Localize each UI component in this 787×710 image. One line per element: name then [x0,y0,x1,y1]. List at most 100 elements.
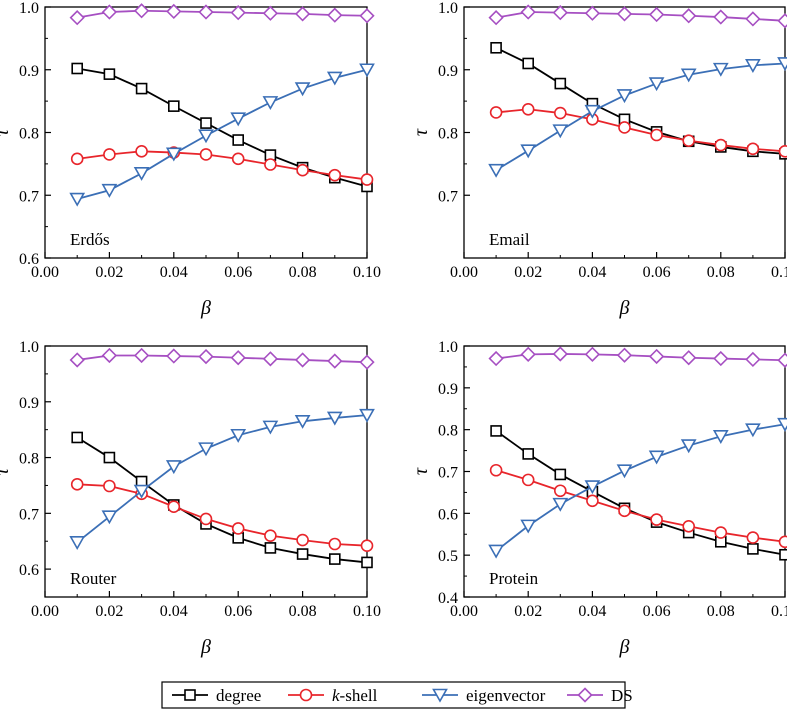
data-point-ds [616,6,633,22]
data-point-kshell [682,520,696,533]
x-tick-label: 0.02 [95,264,123,281]
data-point-degree [554,468,567,481]
data-point-kshell [167,500,181,513]
x-tick-label: 0.08 [707,603,735,620]
data-point-kshell [264,158,277,171]
data-point-ds [488,350,504,367]
x-axis-label: β [200,297,211,319]
legend-marker [184,689,196,701]
data-point-eigenvector [262,420,279,435]
y-tick-label: 0.7 [19,506,39,523]
data-point-kshell [328,168,342,182]
series-line-eigenvector [76,414,368,544]
data-point-eigenvector [133,166,150,181]
data-point-kshell [199,148,213,161]
data-point-kshell [70,152,84,166]
legend-label-part: eigenvector [466,686,546,705]
y-tick-label: 0.5 [438,548,458,565]
x-tick-label: 0.06 [643,264,671,281]
panel-name: Protein [489,569,539,588]
data-point-degree [103,68,116,80]
panel-name: Email [489,230,530,249]
data-point-eigenvector [680,439,697,454]
y-tick-label: 0.9 [438,381,458,398]
x-tick-label: 0.10 [771,603,787,620]
y-tick-label: 0.4 [438,590,458,607]
data-point-ds [230,5,246,21]
data-point-kshell [231,522,245,535]
series-kshell [70,478,374,552]
data-point-ds [745,11,761,27]
data-point-eigenvector [326,71,343,86]
series-line-eigenvector [76,68,368,200]
series-degree [490,41,787,160]
data-point-ds [294,352,311,368]
data-point-eigenvector [230,428,247,443]
series-line-kshell [496,108,786,153]
data-point-ds [745,351,761,368]
data-point-ds [166,3,182,20]
series-line-kshell [77,150,368,181]
y-tick-label: 0.7 [438,465,458,482]
series-kshell [70,145,374,186]
data-point-ds [198,4,214,20]
x-tick-label: 0.00 [31,264,59,281]
y-tick-label: 0.6 [19,562,39,579]
data-point-eigenvector [777,57,787,72]
y-axis-label: τ [0,467,13,475]
y-tick-label: 1.0 [19,0,39,17]
data-point-kshell [296,163,309,177]
data-point-degree [71,431,83,444]
data-point-degree [522,448,535,460]
legend-marker [432,688,448,703]
plot-frame [44,345,368,598]
legend-label-part: DS [611,686,633,705]
data-point-ds [648,6,665,23]
series-ds [488,4,787,29]
series-line-eigenvector [495,62,786,171]
data-point-ds [777,13,787,29]
x-tick-label: 0.02 [514,603,542,620]
series-line-degree [495,46,786,155]
data-point-kshell [714,138,728,152]
series-kshell [489,463,787,549]
data-point-eigenvector [648,450,665,465]
x-axis-label: β [619,636,630,658]
data-point-ds [681,8,697,24]
data-point-eigenvector [198,442,214,457]
data-point-ds [133,347,150,364]
data-point-kshell [778,535,787,549]
data-point-degree [361,556,373,569]
data-point-eigenvector [745,423,761,438]
data-point-kshell [618,504,631,518]
y-tick-label: 0.9 [438,63,458,80]
x-tick-label: 0.04 [160,603,188,620]
y-tick-label: 1.0 [438,0,458,17]
series-ds [488,346,787,368]
x-tick-label: 0.04 [578,603,606,620]
panel-erdos: 0.00 0.02 0.04 0.06 0.08 0.10 0.6 0.7 0.8 0.9 1.0 β… [0,0,381,319]
data-point-ds [166,348,182,364]
data-point-eigenvector [520,519,537,534]
data-point-ds [230,350,246,366]
x-tick-label: 0.08 [289,264,317,281]
series-ds [69,347,375,370]
data-point-degree [200,117,212,129]
data-point-ds [69,352,85,368]
legend-marker [299,688,313,702]
data-point-degree [554,77,567,90]
series-kshell [489,102,787,158]
data-point-ds [327,353,343,369]
data-point-kshell [360,539,374,552]
legend-frame [161,681,626,709]
y-tick-label: 0.8 [438,126,458,143]
y-axis-label: τ [410,467,432,475]
series-degree [490,425,787,561]
data-point-ds [520,4,536,20]
data-point-kshell [682,134,696,147]
data-point-kshell [553,484,567,498]
data-point-kshell [521,102,535,116]
data-point-kshell [746,142,760,156]
series-degree [71,431,373,569]
x-tick-label: 0.10 [353,264,381,281]
